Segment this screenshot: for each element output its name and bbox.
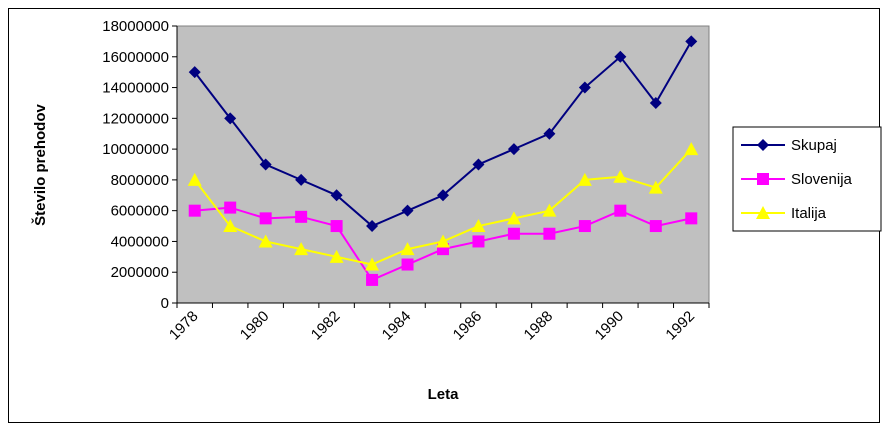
marker [401,204,414,217]
y-tick-label: 8000000 [111,172,169,189]
marker [330,189,343,202]
marker [756,206,770,219]
marker [543,227,556,240]
marker [578,220,591,233]
marker [614,204,627,217]
marker [187,172,202,186]
y-tick-label: 18000000 [102,18,169,35]
marker [366,220,379,233]
marker [400,242,415,256]
marker [224,201,237,214]
marker [507,227,520,240]
y-axis-title: Število prehodov [31,104,49,226]
marker [542,203,557,217]
marker [757,139,769,151]
marker [401,258,414,271]
marker [188,204,201,217]
y-tick-label: 14000000 [102,80,169,97]
y-tick-label: 10000000 [102,141,169,158]
marker [507,143,520,156]
legend-label: Italija [791,205,827,222]
marker [366,273,379,286]
marker [365,257,380,271]
marker [294,242,309,256]
marker [471,219,486,233]
marker [258,234,273,248]
marker [437,189,449,202]
marker [330,220,343,233]
marker [188,66,201,79]
marker [295,173,308,186]
marker [649,96,662,109]
marker [259,212,272,225]
marker [614,50,627,63]
marker [577,172,592,186]
legend-label: Slovenija [791,171,853,188]
marker [685,35,698,48]
y-tick-label: 16000000 [102,49,169,66]
marker [224,112,237,125]
marker [613,169,628,183]
marker [649,220,662,233]
marker [685,212,698,225]
marker [436,234,450,248]
marker [472,235,485,248]
marker [295,210,308,223]
marker [506,211,521,225]
marker [648,180,663,194]
x-axis-title: Leta [428,386,460,403]
marker [757,173,769,185]
y-tick-label: 4000000 [111,233,169,250]
y-tick-label: 0 [161,295,169,312]
marker [223,219,238,233]
y-tick-label: 12000000 [102,110,169,127]
marker [329,249,344,263]
marker [578,81,591,94]
y-tick-label: 2000000 [111,264,169,281]
marker [259,158,272,171]
marker [543,127,556,140]
legend-label: Skupaj [791,137,837,154]
marker [472,158,485,171]
y-tick-label: 6000000 [111,203,169,220]
marker [684,142,699,156]
